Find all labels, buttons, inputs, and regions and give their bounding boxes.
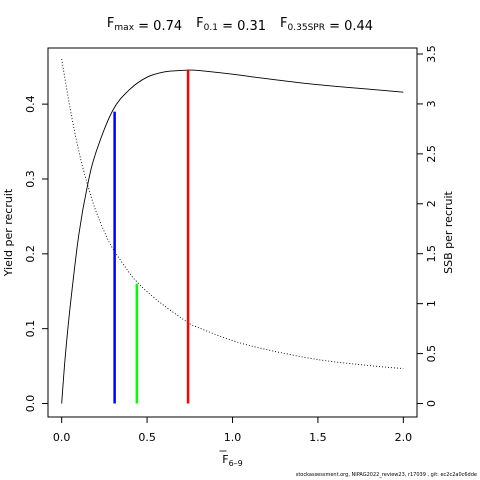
x-tick-label: 1.5 (309, 431, 327, 444)
x-tick-label: 0.5 (138, 431, 156, 444)
y-right-tick-label: 1 (425, 300, 438, 307)
y-right-tick-label: 0.5 (425, 345, 438, 363)
y-left-tick-label: 0.3 (24, 170, 37, 188)
yield-per-recruit-curve (61, 69, 404, 404)
y-left-axis-title: Yield per recruit (2, 188, 15, 277)
y-right-axis-title: SSB per recruit (442, 190, 455, 273)
y-right-tick-label: 1.5 (425, 245, 438, 263)
y-left-tick-label: 0.1 (24, 320, 37, 338)
y-left-tick-label: 0.4 (24, 95, 37, 113)
y-right-tick-label: 3.5 (425, 45, 438, 63)
x-tick-label: 2.0 (395, 431, 413, 444)
y-left-tick-label: 0.2 (24, 245, 37, 263)
footer-text: stockassessment.org, NIPAG2022_review23,… (296, 472, 477, 478)
y-left-tick-label: 0.0 (24, 395, 37, 413)
y-right-tick-label: 2.5 (425, 145, 438, 163)
chart-title: Fmax = 0.74 F0.1 = 0.31 F0.35SPR = 0.44 (107, 16, 373, 34)
y-right-tick-label: 0 (425, 400, 438, 407)
plot-area (61, 58, 404, 404)
y-right-tick-label: 3 (425, 100, 438, 107)
x-tick-label: 0.0 (53, 431, 71, 444)
axes: 0.0 0.5 1.0 1.5 2.0 0.0 0.1 0.2 0.3 0.4 0 0.5 1 1.5 2 2… (2, 45, 455, 468)
x-tick-label: 1.0 (224, 431, 242, 444)
y-right-tick-label: 2 (425, 200, 438, 207)
chart-title-text: Fmax = 0.74 F0.1 = 0.31 F0.35SPR = 0.44 (107, 16, 373, 34)
x-axis-title: F6–9 (222, 453, 243, 468)
